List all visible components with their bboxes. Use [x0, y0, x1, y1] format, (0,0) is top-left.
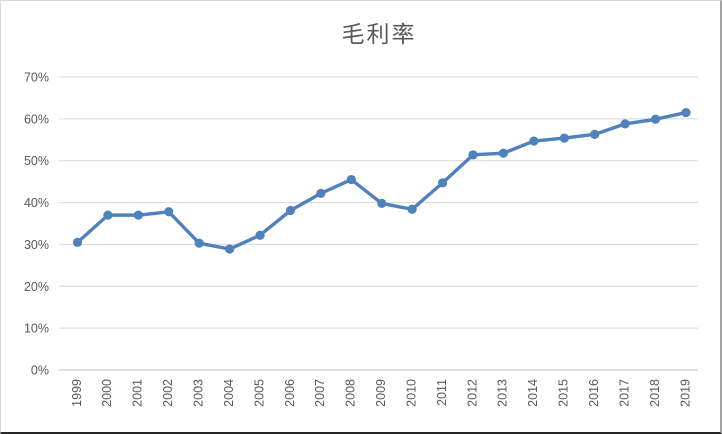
data-point-marker: [438, 178, 448, 188]
data-point-marker: [681, 107, 691, 118]
y-axis-tick-label: 30%: [24, 238, 49, 252]
x-axis-tick-label: 2006: [283, 379, 297, 407]
x-axis-tick-label: 2003: [191, 379, 205, 407]
data-point-marker: [194, 238, 204, 248]
data-point-marker: [468, 150, 478, 160]
data-point-marker: [225, 244, 235, 254]
x-axis-tick-label: 2012: [465, 379, 479, 407]
x-axis-tick-label: 2019: [678, 379, 692, 407]
data-point-marker: [346, 174, 356, 185]
x-axis-tick-label: 2000: [100, 379, 114, 407]
x-axis-tick-label: 2018: [648, 379, 662, 407]
x-axis-tick-label: 2001: [131, 379, 145, 407]
x-axis-tick-label: 2002: [161, 379, 175, 407]
y-axis-tick-label: 40%: [24, 196, 49, 210]
x-axis-tick-label: 2013: [496, 379, 510, 407]
y-axis-tick-label: 0%: [31, 364, 49, 378]
y-axis-tick-label: 50%: [24, 154, 49, 168]
x-axis-tick-label: 2010: [404, 379, 418, 407]
x-axis-tick-label: 2007: [313, 379, 327, 407]
data-point-marker: [133, 210, 143, 220]
x-axis-tick-label: 1999: [70, 379, 84, 407]
x-axis-tick-label: 2015: [557, 379, 571, 407]
x-axis-tick-label: 2014: [526, 379, 540, 407]
y-axis-tick-label: 20%: [24, 280, 49, 294]
data-point-marker: [498, 148, 509, 158]
data-point-marker: [255, 230, 265, 240]
y-axis-tick-label: 70%: [24, 71, 49, 85]
data-point-marker: [377, 198, 387, 209]
data-point-marker: [650, 114, 661, 124]
x-axis-tick-label: 2011: [435, 379, 449, 406]
data-point-marker: [103, 210, 113, 220]
data-point-marker: [407, 204, 417, 214]
x-axis-tick-label: 2008: [344, 379, 358, 407]
data-point-marker: [285, 205, 296, 216]
chart-title: 毛利率: [341, 22, 417, 48]
data-point-marker: [590, 129, 600, 139]
y-axis-tick-label: 60%: [24, 112, 49, 126]
data-point-marker: [164, 207, 174, 217]
x-axis-tick-label: 2017: [617, 379, 631, 407]
x-axis-tick-label: 2005: [252, 379, 266, 407]
x-axis-tick-label: 2004: [222, 379, 236, 407]
data-point-marker: [620, 119, 630, 129]
y-axis-tick-label: 10%: [24, 322, 49, 336]
x-axis-tick-label: 2009: [374, 379, 388, 407]
x-axis-tick-label: 2016: [587, 379, 601, 407]
data-point-marker: [316, 188, 326, 198]
data-point-marker: [559, 133, 569, 143]
data-point-marker: [529, 136, 539, 146]
data-point-marker: [72, 237, 83, 247]
